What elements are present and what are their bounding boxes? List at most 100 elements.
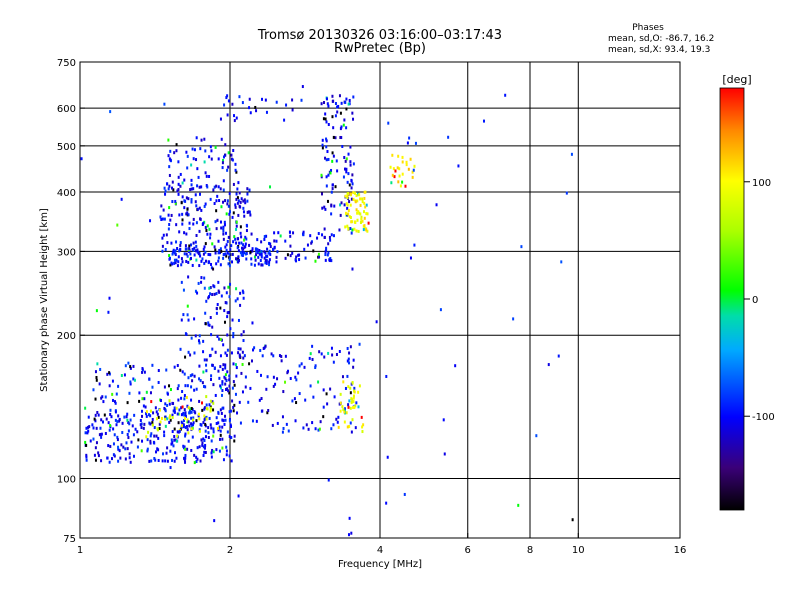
- data-point: [209, 399, 212, 403]
- data-point: [324, 253, 327, 257]
- data-point: [295, 401, 298, 405]
- data-point: [145, 390, 148, 394]
- data-point: [230, 424, 233, 428]
- data-point: [195, 158, 198, 162]
- data-point: [117, 447, 120, 451]
- data-point: [209, 197, 212, 201]
- data-point: [268, 263, 271, 267]
- data-point: [154, 450, 157, 454]
- data-point: [251, 247, 254, 251]
- data-point: [219, 117, 222, 121]
- data-point: [222, 200, 225, 204]
- data-point: [318, 350, 321, 354]
- data-point: [173, 365, 176, 369]
- data-point: [227, 204, 230, 208]
- data-point: [342, 408, 345, 412]
- data-point: [512, 317, 515, 321]
- data-point: [178, 230, 181, 234]
- data-point: [241, 289, 244, 293]
- data-point: [364, 205, 367, 209]
- data-point: [219, 365, 222, 369]
- data-point: [175, 223, 178, 227]
- data-point: [265, 254, 268, 258]
- data-point: [227, 99, 230, 103]
- data-point: [253, 263, 256, 267]
- data-point: [217, 369, 220, 373]
- data-point: [193, 148, 196, 152]
- data-point: [349, 163, 352, 167]
- x-tick-label: 6: [465, 545, 471, 556]
- data-point: [230, 153, 233, 157]
- data-point: [385, 501, 388, 505]
- data-point: [289, 234, 292, 238]
- data-point: [263, 235, 266, 239]
- data-point: [363, 224, 366, 228]
- data-point: [261, 97, 264, 101]
- data-point: [148, 413, 151, 417]
- data-point: [343, 420, 346, 424]
- data-point: [124, 457, 127, 461]
- data-point: [204, 322, 207, 326]
- data-point: [164, 402, 167, 406]
- data-point: [203, 358, 206, 362]
- data-point: [261, 409, 264, 413]
- data-point: [407, 167, 410, 171]
- data-point: [224, 301, 227, 305]
- data-point: [224, 143, 227, 147]
- data-point: [155, 434, 158, 438]
- data-point: [158, 426, 161, 430]
- data-point: [325, 175, 328, 179]
- data-point: [223, 375, 226, 379]
- data-point: [282, 426, 285, 430]
- data-point: [149, 434, 152, 438]
- data-point: [213, 367, 216, 371]
- data-point: [321, 138, 324, 142]
- data-point: [346, 425, 349, 429]
- data-point: [99, 367, 102, 371]
- data-point: [208, 354, 211, 358]
- data-point: [229, 282, 232, 286]
- data-point: [171, 413, 174, 417]
- data-point: [218, 199, 221, 203]
- data-point: [349, 406, 352, 410]
- data-point: [198, 334, 201, 338]
- data-point: [264, 98, 267, 102]
- data-point: [289, 377, 292, 381]
- data-point: [186, 447, 189, 451]
- data-point: [184, 453, 187, 457]
- data-point: [242, 210, 245, 214]
- data-point: [173, 427, 176, 431]
- data-point: [348, 516, 351, 520]
- data-point: [191, 435, 194, 439]
- data-point: [113, 433, 116, 437]
- data-point: [174, 199, 177, 203]
- data-point: [204, 385, 207, 389]
- data-point: [161, 236, 164, 240]
- data-point: [231, 399, 234, 403]
- data-point: [159, 215, 162, 219]
- data-point: [207, 321, 210, 325]
- data-point: [108, 296, 111, 300]
- data-point: [157, 380, 160, 384]
- data-point: [149, 391, 152, 395]
- data-point: [248, 106, 251, 110]
- data-point: [95, 375, 98, 379]
- data-point: [248, 210, 251, 214]
- data-point: [197, 414, 200, 418]
- data-point: [346, 180, 349, 184]
- data-point: [258, 252, 261, 256]
- data-point: [212, 430, 215, 434]
- data-point: [186, 418, 189, 422]
- data-point: [330, 259, 333, 263]
- data-point: [144, 405, 147, 409]
- data-point: [358, 193, 361, 197]
- data-point: [215, 262, 218, 266]
- data-point: [231, 102, 234, 106]
- data-point: [149, 422, 152, 426]
- data-point: [213, 292, 216, 296]
- data-point: [237, 249, 240, 253]
- data-point: [236, 297, 239, 301]
- data-point: [353, 406, 356, 410]
- data-point: [224, 373, 227, 377]
- data-point: [366, 212, 369, 216]
